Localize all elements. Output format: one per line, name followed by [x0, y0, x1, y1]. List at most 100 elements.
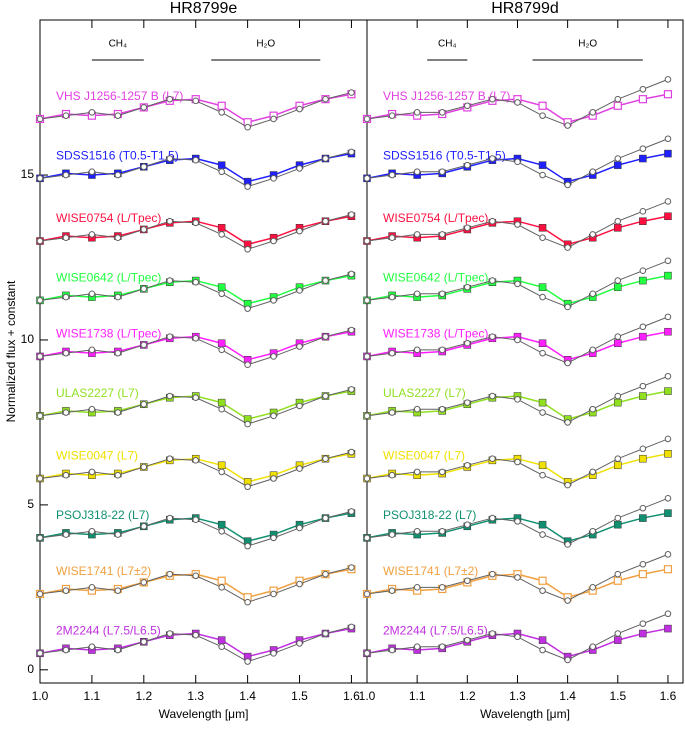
- template-marker: [538, 283, 547, 291]
- data-point: [514, 518, 521, 525]
- data-point: [464, 461, 471, 469]
- data-point: [166, 277, 174, 284]
- data-point: [296, 287, 303, 294]
- data-point: [589, 643, 597, 651]
- data-point: [36, 534, 44, 542]
- data-point: [192, 219, 200, 227]
- data-point: [296, 524, 303, 532]
- data-point: [114, 587, 122, 594]
- template-marker: [663, 90, 673, 99]
- data-point: [539, 409, 546, 416]
- data-point: [589, 468, 597, 476]
- data-point: [166, 570, 174, 578]
- template-label: SDSS1516 (T0.5-T1.5): [56, 149, 179, 163]
- data-point: [564, 181, 571, 189]
- data-point: [589, 168, 597, 176]
- template-marker: [664, 212, 672, 221]
- data-point: [296, 105, 303, 113]
- x-tick-label: 1.6: [343, 689, 360, 703]
- data-point: [140, 523, 148, 530]
- data-point: [166, 217, 174, 225]
- template-marker: [639, 392, 647, 400]
- x-tick-label: 1.6: [660, 689, 677, 703]
- data-point: [36, 353, 44, 360]
- template-marker: [538, 224, 547, 232]
- data-point: [464, 339, 471, 347]
- data-point: [166, 392, 174, 400]
- data-point: [664, 610, 672, 618]
- x-tick-label: 1.2: [135, 689, 152, 703]
- template-label: SDSS1516 (T0.5-T1.5): [383, 149, 506, 163]
- data-point: [322, 217, 329, 225]
- data-point: [564, 541, 571, 548]
- series: [363, 494, 672, 548]
- data-point: [489, 570, 496, 578]
- series: [363, 313, 672, 367]
- series: [36, 386, 355, 428]
- template-label: VHS J1256-1257 B (L7): [56, 89, 183, 103]
- series: [36, 508, 355, 550]
- data-point: [244, 420, 251, 428]
- data-point: [614, 95, 622, 103]
- data-point: [140, 638, 148, 646]
- data-point: [88, 290, 96, 298]
- data-point: [114, 234, 122, 242]
- data-point: [564, 481, 571, 489]
- data-point: [388, 587, 396, 594]
- data-point: [388, 349, 396, 357]
- data-point: [218, 231, 225, 238]
- template-label: WISE0642 (L/Tpec): [383, 271, 488, 285]
- template-marker: [217, 398, 226, 407]
- data-point: [489, 95, 496, 103]
- data-point: [438, 109, 446, 116]
- data-point: [413, 468, 421, 476]
- data-point: [244, 183, 251, 190]
- data-point: [62, 349, 70, 357]
- x-axis-label: Wavelength [μm]: [159, 707, 249, 721]
- data-point: [363, 237, 371, 245]
- data-point: [166, 455, 174, 463]
- data-point: [438, 405, 446, 413]
- data-point: [36, 237, 44, 245]
- data-point: [322, 155, 329, 162]
- series: PSOJ318-22 (L7): [36, 508, 356, 545]
- data-point: [639, 323, 647, 331]
- data-point: [270, 650, 277, 657]
- template-marker: [664, 509, 672, 517]
- data-point: [218, 405, 225, 413]
- data-point: [192, 516, 200, 524]
- series: WISE0754 (L/Tpec): [36, 211, 356, 249]
- template-marker: [614, 283, 622, 291]
- data-point: [388, 531, 396, 538]
- data-point: [539, 646, 546, 654]
- y-tick-label: 5: [27, 497, 34, 511]
- data-point: [564, 359, 571, 367]
- series: [363, 76, 672, 129]
- template-marker: [217, 461, 226, 470]
- data-point: [639, 382, 647, 390]
- data-point: [114, 293, 122, 301]
- x-tick-label: 1.1: [84, 689, 101, 703]
- data-point: [664, 135, 672, 143]
- data-point: [192, 335, 200, 342]
- data-point: [413, 527, 421, 535]
- data-point: [244, 361, 251, 368]
- data-point: [464, 224, 471, 232]
- data-point: [88, 643, 96, 651]
- series: [363, 372, 672, 426]
- data-point: [36, 650, 44, 657]
- template-label: ULAS2227 (L7): [383, 386, 466, 400]
- template-label: WISE0754 (L/Tpec): [56, 211, 161, 225]
- data-point: [348, 623, 355, 631]
- data-point: [322, 392, 329, 400]
- data-point: [514, 458, 521, 466]
- data-point: [614, 630, 622, 637]
- data-point: [348, 89, 355, 96]
- data-point: [218, 346, 225, 354]
- data-point: [270, 237, 277, 245]
- data-point: [363, 650, 371, 657]
- data-point: [192, 572, 200, 580]
- data-point: [166, 630, 174, 637]
- annotation: CH₄: [438, 39, 457, 50]
